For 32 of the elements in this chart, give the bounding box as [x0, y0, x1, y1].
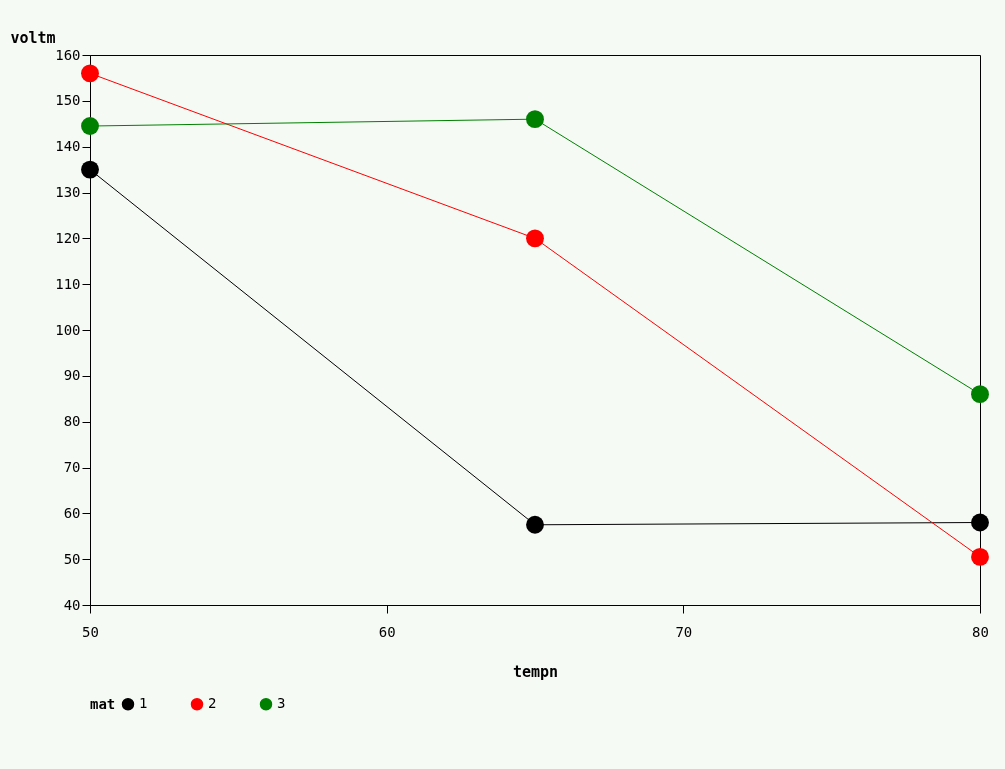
x-tick-label: 80: [972, 623, 989, 640]
legend-label: 2: [208, 695, 217, 712]
point: [526, 110, 544, 129]
point: [81, 117, 99, 135]
y-tick-label: 90: [63, 367, 81, 384]
y-tick-label: 140: [55, 138, 81, 155]
x-tick-label: 60: [378, 623, 396, 640]
point: [81, 160, 99, 179]
y-tick-label: 110: [55, 275, 81, 292]
y-tick-label: 70: [63, 459, 81, 475]
legend-label: 3: [277, 695, 286, 712]
legend-label: 1: [139, 695, 148, 712]
point: [971, 513, 989, 532]
legend-title: mat: [90, 696, 116, 712]
point: [971, 385, 989, 404]
y-axis-title: voltm: [10, 28, 56, 47]
y-tick-label: 60: [63, 504, 81, 521]
y-tick-label: 40: [63, 596, 81, 613]
y-tick-label: 100: [55, 321, 81, 338]
y-tick-label: 120: [55, 229, 81, 246]
point: [526, 515, 544, 534]
point: [971, 547, 989, 566]
y-tick-label: 150: [55, 92, 81, 109]
x-tick-label: 70: [675, 623, 693, 640]
y-tick-label: 50: [63, 550, 81, 567]
x-tick-label: 50: [82, 623, 99, 640]
y-tick-label: 80: [63, 413, 81, 430]
y-tick-label: 130: [55, 184, 81, 200]
point: [526, 229, 544, 248]
x-axis-title: tempn: [512, 662, 559, 681]
point: [81, 64, 99, 83]
y-tick-label: 160: [55, 46, 81, 63]
